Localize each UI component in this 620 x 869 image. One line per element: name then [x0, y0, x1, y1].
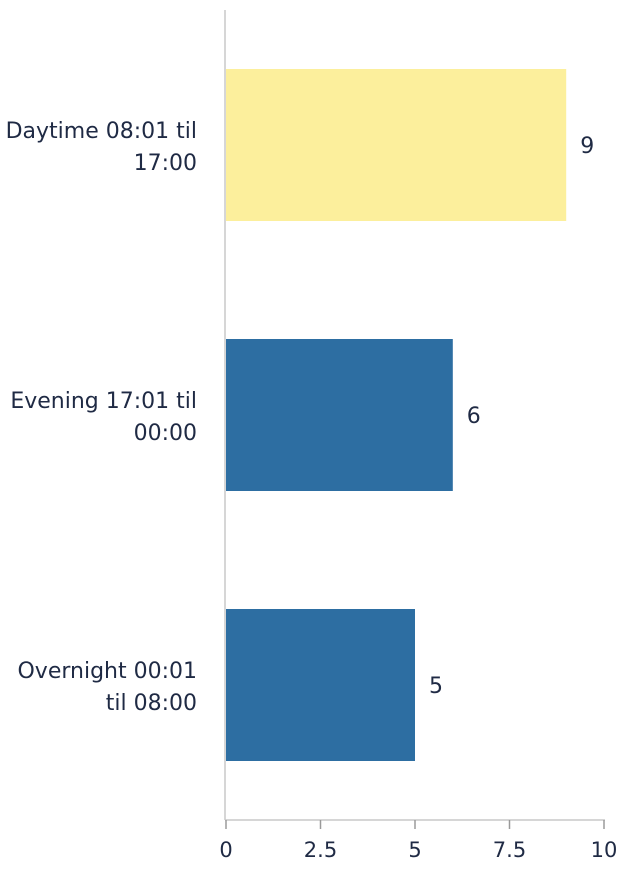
value-label: 6	[467, 404, 481, 429]
category-label-line: Overnight 00:01	[17, 659, 197, 684]
value-labels: 9 6 5	[429, 134, 594, 699]
x-axis-ticks: 0 2.5 5 7.5 10	[219, 820, 617, 862]
bars	[226, 69, 567, 761]
category-label-line: 17:00	[134, 151, 197, 176]
bar	[226, 609, 415, 761]
category-label-line: Evening 17:01 til	[10, 389, 197, 414]
x-tick-label: 2.5	[304, 838, 337, 862]
bar	[226, 69, 567, 221]
category-label: Evening 17:01 til 00:00	[10, 389, 197, 446]
x-tick-label: 7.5	[493, 838, 526, 862]
x-tick-label: 5	[408, 838, 421, 862]
category-label: Overnight 00:01 til 08:00	[17, 659, 197, 716]
bar	[226, 339, 453, 491]
category-label-line: til 08:00	[106, 691, 197, 716]
value-label: 9	[580, 134, 594, 159]
category-labels: Daytime 08:01 til 17:00 Evening 17:01 til 0…	[6, 119, 197, 716]
category-label-line: Daytime 08:01 til	[6, 119, 197, 144]
value-label: 5	[429, 674, 443, 699]
x-tick-label: 0	[219, 838, 232, 862]
x-tick-label: 10	[591, 838, 618, 862]
category-label: Daytime 08:01 til 17:00	[6, 119, 197, 176]
category-label-line: 00:00	[134, 421, 197, 446]
